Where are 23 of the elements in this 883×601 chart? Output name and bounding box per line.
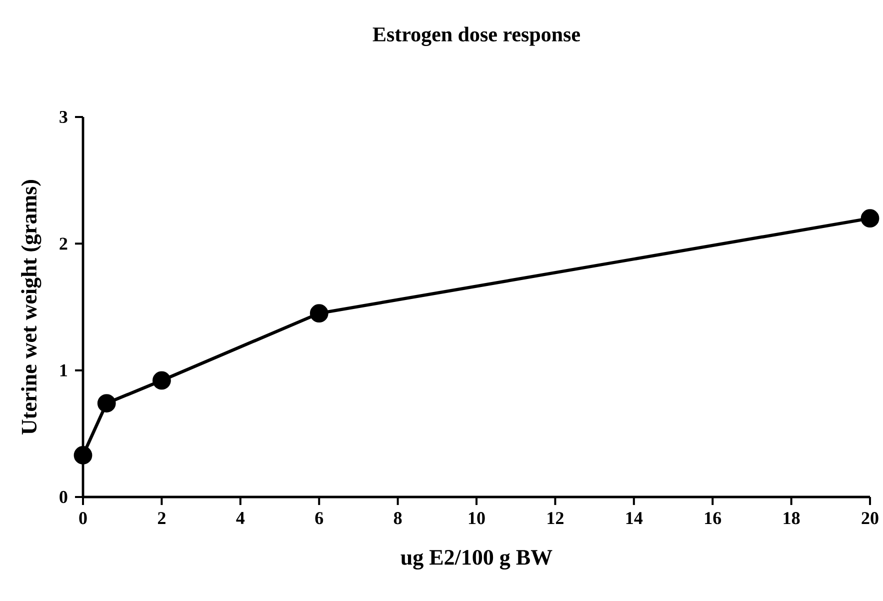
x-tick-label: 6: [315, 512, 324, 524]
x-tick-label: 4: [236, 512, 245, 524]
x-tick-label: 12: [548, 512, 564, 524]
x-axis-title: ug E2/100 g BW: [400, 550, 552, 570]
chart-title: Estrogen dose response: [372, 26, 580, 46]
point: [152, 371, 171, 390]
point: [310, 304, 328, 323]
x-tick-label: 10: [468, 512, 485, 524]
x-tick-label: 18: [784, 512, 800, 524]
y-tick-label: 0: [60, 490, 68, 504]
y-tick-label: 2: [60, 238, 68, 250]
point: [97, 394, 116, 412]
y-tick-label: 3: [60, 110, 68, 124]
point: [74, 446, 92, 464]
point: [860, 209, 880, 228]
x-tick-label: 14: [626, 512, 643, 524]
x-tick-label: 16: [705, 512, 722, 524]
x-tick-label: 8: [394, 512, 402, 524]
x-tick-label: 20: [862, 512, 878, 524]
y-tick-label: 1: [60, 364, 67, 376]
x-tick-label: 2: [158, 512, 166, 524]
y-axis-title: Uterine wet weight (grams): [21, 180, 42, 434]
x-tick-label: 0: [79, 512, 87, 524]
